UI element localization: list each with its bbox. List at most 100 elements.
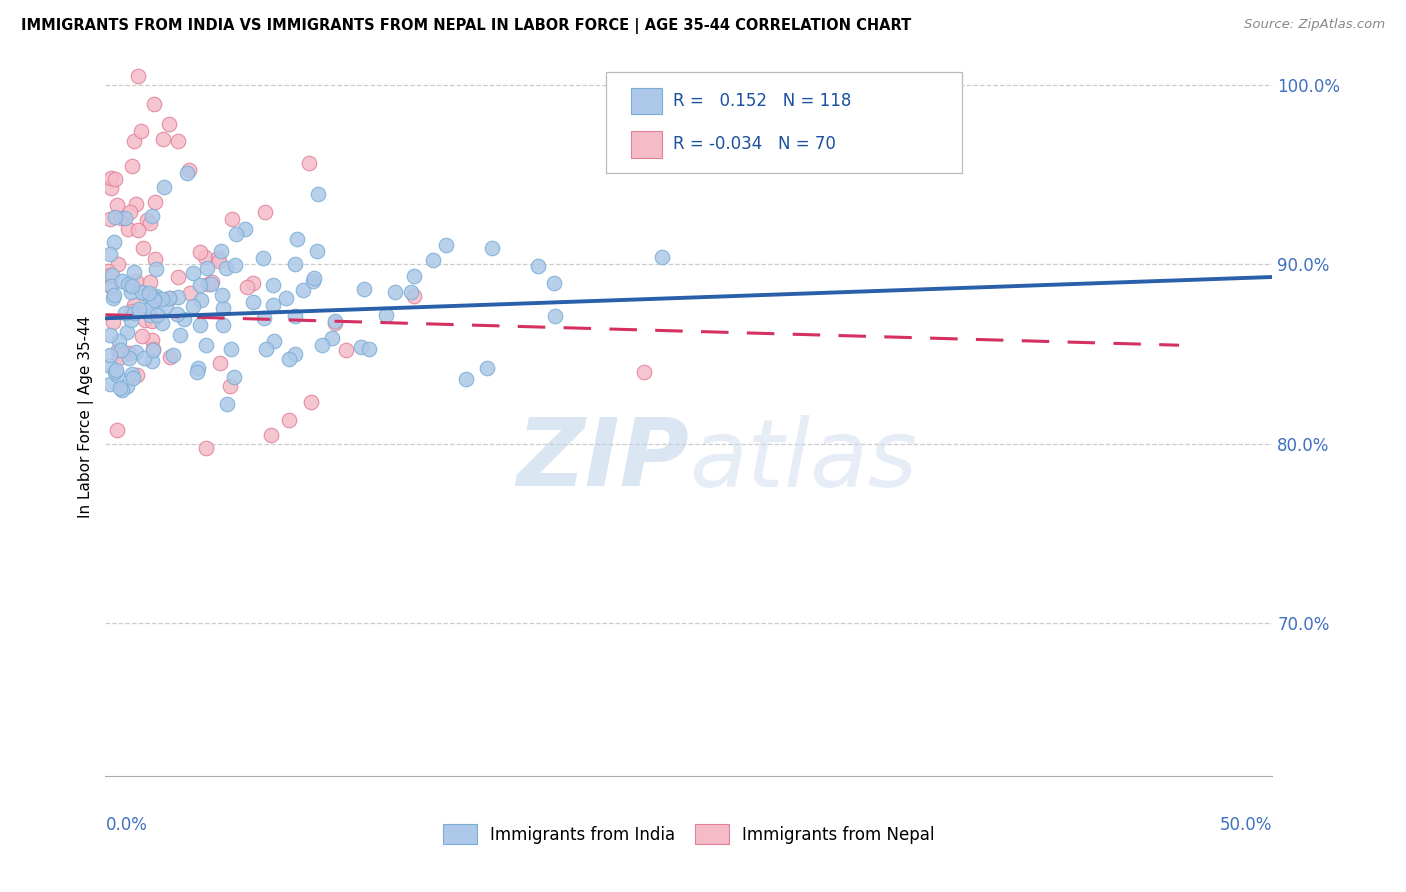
Point — [142, 97, 165, 112]
Point — [117, 277, 139, 291]
Point — [350, 340, 373, 354]
Point — [122, 265, 145, 279]
Point — [128, 301, 150, 316]
Point — [120, 313, 142, 327]
Point — [125, 345, 148, 359]
Point — [122, 371, 145, 385]
Point — [118, 205, 141, 219]
Text: R = -0.034   N = 70: R = -0.034 N = 70 — [673, 136, 837, 153]
Point — [169, 328, 191, 343]
Point — [122, 306, 145, 320]
Point — [100, 171, 122, 186]
Text: 50.0%: 50.0% — [1220, 816, 1272, 834]
Point — [103, 288, 125, 302]
Point — [208, 356, 231, 370]
Point — [208, 254, 231, 268]
Point — [543, 276, 565, 290]
Text: IMMIGRANTS FROM INDIA VS IMMIGRANTS FROM NEPAL IN LABOR FORCE | AGE 35-44 CORREL: IMMIGRANTS FROM INDIA VS IMMIGRANTS FROM… — [21, 18, 911, 34]
Point — [224, 369, 246, 384]
Point — [212, 301, 235, 315]
Point — [311, 338, 333, 352]
Point — [104, 363, 127, 377]
Point — [263, 334, 285, 349]
Point — [167, 134, 190, 148]
Point — [225, 227, 247, 242]
Point — [111, 383, 134, 397]
Point — [197, 277, 219, 291]
Point — [299, 394, 322, 409]
Point — [104, 171, 127, 186]
Point — [100, 268, 122, 282]
Point — [190, 278, 212, 293]
Point — [141, 353, 163, 368]
Point — [253, 205, 276, 219]
Point — [167, 269, 190, 284]
Point — [110, 347, 132, 361]
Point — [219, 379, 242, 393]
Point — [125, 274, 148, 288]
Point — [98, 247, 121, 261]
Point — [278, 352, 301, 367]
Point — [276, 291, 298, 305]
Point — [242, 277, 264, 291]
Point — [242, 294, 264, 309]
Point — [150, 292, 173, 306]
Point — [105, 423, 128, 437]
Point — [104, 210, 127, 224]
Y-axis label: In Labor Force | Age 35-44: In Labor Force | Age 35-44 — [79, 316, 94, 518]
Point — [254, 343, 277, 357]
Point — [135, 286, 157, 301]
Point — [186, 365, 208, 379]
Point — [211, 318, 233, 332]
Point — [207, 251, 229, 265]
Point — [141, 333, 163, 347]
Point — [399, 285, 422, 299]
Point — [262, 278, 284, 293]
Point — [284, 347, 307, 361]
Point — [481, 241, 503, 255]
Point — [190, 293, 212, 308]
Point — [138, 308, 160, 322]
Point — [127, 69, 149, 83]
Point — [118, 346, 141, 360]
Point — [100, 279, 122, 293]
Point — [633, 365, 655, 379]
Point — [298, 156, 321, 170]
Point — [114, 306, 136, 320]
Point — [97, 263, 120, 277]
Point — [110, 343, 132, 358]
Point — [157, 117, 180, 131]
Point — [98, 348, 121, 362]
Point — [114, 211, 136, 226]
Point — [98, 268, 121, 282]
Point — [105, 198, 128, 212]
Point — [125, 368, 148, 383]
Point — [121, 367, 143, 381]
Point — [285, 232, 308, 246]
Point — [143, 252, 166, 267]
Point — [194, 337, 217, 351]
Point — [475, 360, 498, 375]
Point — [142, 290, 165, 304]
Point — [181, 267, 204, 281]
Point — [142, 293, 165, 307]
Point — [120, 285, 142, 299]
Point — [384, 285, 406, 299]
Point — [107, 257, 129, 271]
Point — [188, 245, 211, 260]
Point — [132, 241, 155, 255]
Point — [176, 166, 198, 180]
Point — [233, 222, 256, 236]
Point — [98, 376, 121, 391]
Point — [194, 250, 217, 264]
Point — [402, 289, 425, 303]
Point — [209, 244, 232, 258]
Point — [139, 275, 162, 289]
Legend: Immigrants from India, Immigrants from Nepal: Immigrants from India, Immigrants from N… — [437, 818, 941, 850]
Point — [145, 262, 167, 277]
Point — [544, 309, 567, 323]
Point — [374, 308, 396, 322]
Point — [146, 308, 169, 322]
Point — [98, 328, 121, 343]
Point — [142, 343, 165, 358]
